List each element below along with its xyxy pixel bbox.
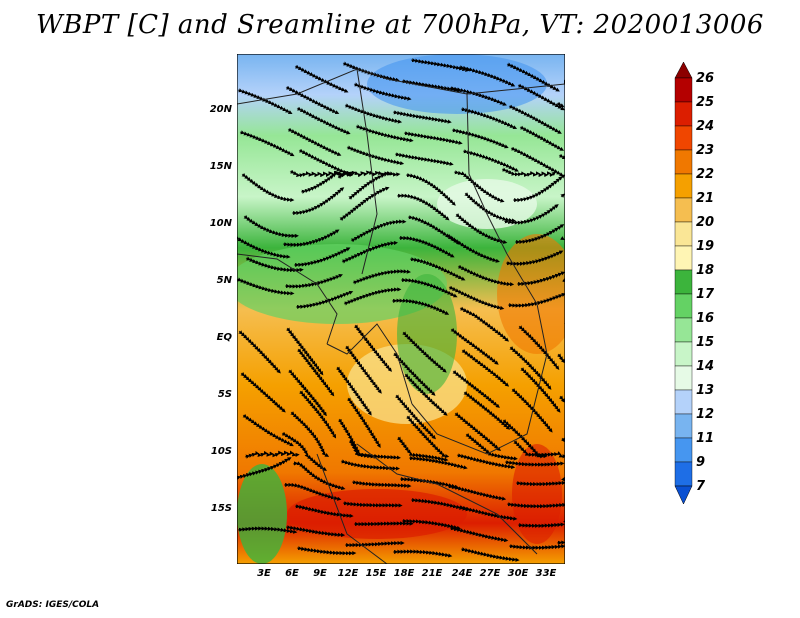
colorbar-label: 19 (696, 239, 714, 254)
map-title: WBPT [C] and Sreamline at 700hPa, VT: 20… (36, 10, 764, 40)
colorbar-label: 21 (696, 191, 714, 206)
colorbar-segment (674, 413, 693, 439)
colorbar-segment (674, 101, 693, 127)
colorbar-label: 7 (696, 479, 706, 494)
colorbar-segment (674, 125, 693, 151)
colorbar-segment (674, 437, 693, 463)
colorbar-label: 11 (696, 431, 714, 446)
lat-label: 5N (216, 275, 232, 286)
lon-label: 6E (285, 568, 299, 579)
lon-label: 21E (421, 568, 443, 579)
colorbar-label: 14 (696, 359, 714, 374)
lat-label: 10N (209, 218, 232, 229)
colorbar-segment (674, 293, 693, 319)
lon-label: 3E (257, 568, 271, 579)
colorbar-segment (674, 149, 693, 175)
lon-label: 12E (337, 568, 359, 579)
colorbar-label: 25 (696, 95, 714, 110)
weather-map (237, 54, 565, 564)
colorbar-label: 9 (696, 455, 705, 470)
colorbar-label: 20 (696, 215, 714, 230)
colorbar-label: 24 (696, 119, 714, 134)
colorbar-label: 17 (696, 287, 715, 302)
colorbar-segment (674, 341, 693, 367)
colorbar-segment (674, 221, 693, 247)
lon-label: 27E (479, 568, 501, 579)
lat-label: 20N (209, 104, 232, 115)
colorbar-label: 22 (696, 167, 714, 182)
colorbar-segment (674, 365, 693, 391)
colorbar-segment (674, 245, 693, 271)
colorbar-top-arrow (674, 61, 693, 79)
colorbar-label: 18 (696, 263, 714, 278)
colorbar-label: 16 (696, 311, 714, 326)
colorbar-label: 23 (696, 143, 714, 158)
lat-label: 15S (210, 503, 232, 514)
colorbar: 26 25 24 23 22 21 20 19 18 17 16 15 14 13 12 11 9 7 (674, 61, 715, 505)
country-borders (237, 68, 565, 564)
lat-label: 10S (210, 446, 232, 457)
lon-label: 9E (313, 568, 327, 579)
colorbar-label: 15 (696, 335, 714, 350)
lon-label: 33E (535, 568, 557, 579)
colorbar-label: 26 (696, 71, 714, 86)
lon-label: 24E (451, 568, 473, 579)
colorbar-segment (674, 317, 693, 343)
lat-label: EQ (216, 332, 232, 343)
lat-label: 5S (217, 389, 232, 400)
colorbar-segment (674, 197, 693, 223)
colorbar-bottom-arrow (674, 485, 693, 505)
lon-label: 15E (365, 568, 387, 579)
colorbar-segment (674, 269, 693, 295)
colorbar-label: 12 (696, 407, 714, 422)
lon-label: 18E (393, 568, 415, 579)
lat-label: 15N (209, 161, 232, 172)
colorbar-segment (674, 77, 693, 103)
grads-credit: GrADS: IGES/COLA (6, 600, 100, 610)
colorbar-segment (674, 389, 693, 415)
colorbar-segment (674, 461, 693, 487)
lon-label: 30E (507, 568, 529, 579)
colorbar-label: 13 (696, 383, 714, 398)
colorbar-segment (674, 173, 693, 199)
